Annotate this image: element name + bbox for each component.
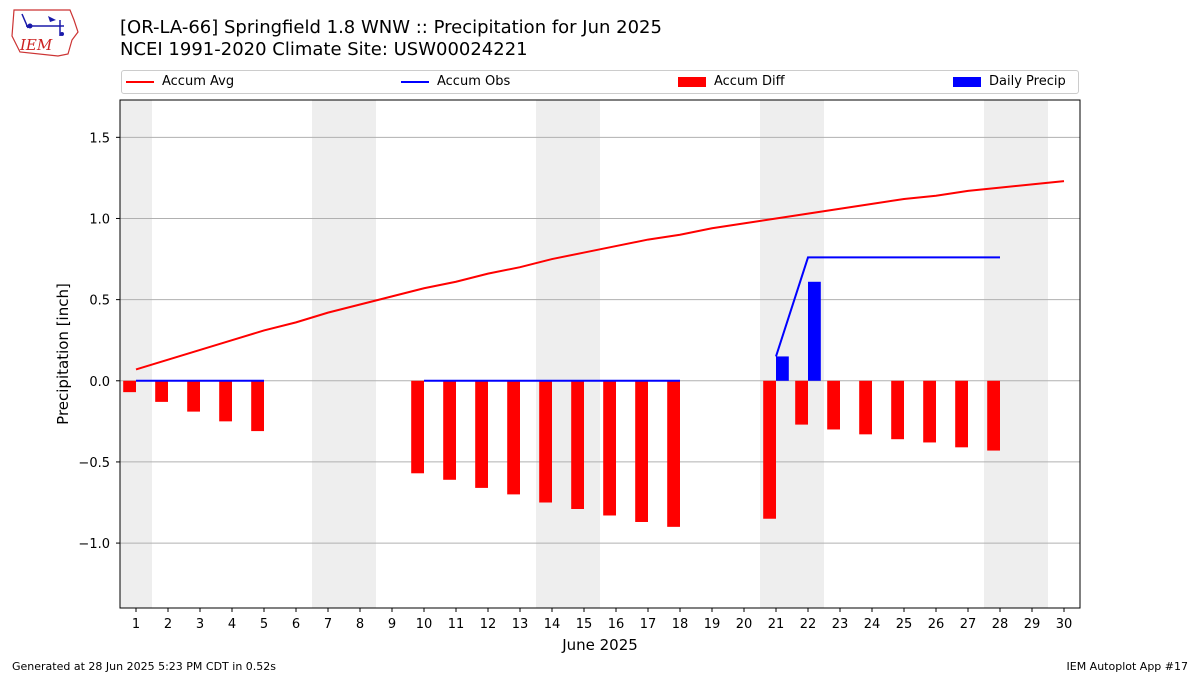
daily-precip-bar bbox=[776, 356, 789, 381]
x-tick-label: 26 bbox=[928, 617, 945, 632]
y-tick-label: 1.0 bbox=[89, 212, 110, 227]
y-axis-label: Precipitation [inch] bbox=[54, 283, 72, 425]
legend-item-daily-precip: Daily Precip bbox=[953, 74, 1066, 89]
x-tick-label: 15 bbox=[576, 617, 593, 632]
x-tick-label: 22 bbox=[800, 617, 817, 632]
accum-diff-bar bbox=[123, 380, 136, 393]
legend-label: Daily Precip bbox=[989, 74, 1066, 89]
accum-diff-bar bbox=[635, 380, 648, 522]
x-tick-label: 5 bbox=[260, 617, 268, 632]
x-tick-label: 24 bbox=[864, 617, 881, 632]
legend-label: Accum Diff bbox=[714, 74, 785, 89]
accum-diff-bar bbox=[859, 380, 872, 435]
accum-diff-bar bbox=[475, 380, 488, 488]
legend-item-accum-diff: Accum Diff bbox=[678, 74, 785, 89]
accum-diff-bar bbox=[667, 380, 680, 527]
accum-diff-bar bbox=[795, 380, 808, 425]
y-tick-label: 1.5 bbox=[89, 131, 110, 146]
x-tick-label: 3 bbox=[196, 617, 204, 632]
accum-diff-bar bbox=[251, 380, 264, 432]
x-tick-label: 25 bbox=[896, 617, 913, 632]
accum-diff-bar bbox=[955, 380, 968, 448]
legend-swatch-daily-precip bbox=[953, 76, 981, 87]
x-tick-label: 8 bbox=[356, 617, 364, 632]
legend-swatch-accum-obs bbox=[401, 80, 429, 83]
weekend-band bbox=[536, 100, 600, 608]
accum-diff-bar bbox=[891, 380, 904, 440]
daily-precip-bar bbox=[808, 281, 821, 381]
x-tick-label: 27 bbox=[960, 617, 977, 632]
x-tick-label: 28 bbox=[992, 617, 1009, 632]
iem-logo: IEM bbox=[8, 6, 80, 60]
legend-label: Accum Avg bbox=[162, 74, 235, 89]
legend-swatch-accum-diff bbox=[678, 76, 706, 87]
accum-diff-bar bbox=[571, 380, 584, 509]
y-tick-label: 0.0 bbox=[89, 375, 110, 390]
footer-generated: Generated at 28 Jun 2025 5:23 PM CDT in … bbox=[12, 660, 277, 673]
footer-app: IEM Autoplot App #17 bbox=[1066, 660, 1189, 673]
svg-text:IEM: IEM bbox=[19, 36, 53, 54]
legend-item-accum-avg: Accum Avg bbox=[126, 74, 234, 89]
weekend-band bbox=[312, 100, 376, 608]
x-tick-label: 21 bbox=[768, 617, 785, 632]
accum-diff-bar bbox=[987, 380, 1000, 451]
accum-diff-bar bbox=[219, 380, 232, 422]
accum-avg-line bbox=[135, 180, 1065, 371]
x-tick-label: 14 bbox=[544, 617, 561, 632]
weekend-band bbox=[984, 100, 1048, 608]
accum-diff-bar bbox=[827, 380, 840, 430]
legend-label: Accum Obs bbox=[437, 74, 511, 89]
accum-diff-bar bbox=[187, 380, 200, 412]
x-tick-label: 6 bbox=[292, 617, 300, 632]
x-tick-label: 19 bbox=[704, 617, 721, 632]
x-tick-label: 18 bbox=[672, 617, 689, 632]
x-tick-label: 29 bbox=[1024, 617, 1041, 632]
legend: Accum Avg Accum Obs Accum Diff Daily Pre… bbox=[121, 70, 1079, 94]
y-tick-label: −1.0 bbox=[78, 537, 110, 552]
y-tick-label: 0.5 bbox=[89, 294, 110, 309]
plot-frame bbox=[119, 99, 1081, 609]
x-tick-label: 4 bbox=[228, 617, 236, 632]
accum-diff-bar bbox=[923, 380, 936, 443]
x-tick-label: 2 bbox=[164, 617, 172, 632]
chart-subtitle: NCEI 1991-2020 Climate Site: USW00024221 bbox=[120, 39, 528, 60]
chart-title: [OR-LA-66] Springfield 1.8 WNW :: Precip… bbox=[120, 17, 662, 38]
accum-diff-bar bbox=[603, 380, 616, 516]
accum-diff-bar bbox=[507, 380, 520, 495]
x-tick-label: 11 bbox=[448, 617, 465, 632]
accum-diff-bar bbox=[443, 380, 456, 480]
x-tick-label: 17 bbox=[640, 617, 657, 632]
accum-diff-bar bbox=[155, 380, 168, 402]
legend-swatch-accum-avg bbox=[126, 80, 154, 83]
weekend-band bbox=[120, 100, 152, 608]
x-tick-label: 30 bbox=[1056, 617, 1073, 632]
accum-obs-line bbox=[775, 256, 1000, 357]
legend-item-accum-obs: Accum Obs bbox=[401, 74, 510, 89]
x-tick-label: 7 bbox=[324, 617, 332, 632]
x-tick-label: 12 bbox=[480, 617, 497, 632]
accum-diff-bar bbox=[763, 380, 776, 519]
x-tick-label: 23 bbox=[832, 617, 849, 632]
accum-diff-bar bbox=[539, 380, 552, 503]
x-tick-label: 10 bbox=[416, 617, 433, 632]
x-tick-label: 20 bbox=[736, 617, 753, 632]
y-tick-label: −0.5 bbox=[78, 456, 110, 471]
x-tick-label: 1 bbox=[132, 617, 140, 632]
x-tick-label: 16 bbox=[608, 617, 625, 632]
x-tick-label: 9 bbox=[388, 617, 396, 632]
accum-diff-bar bbox=[411, 380, 424, 474]
x-tick-label: 13 bbox=[512, 617, 529, 632]
x-axis-label: June 2025 bbox=[561, 636, 638, 654]
